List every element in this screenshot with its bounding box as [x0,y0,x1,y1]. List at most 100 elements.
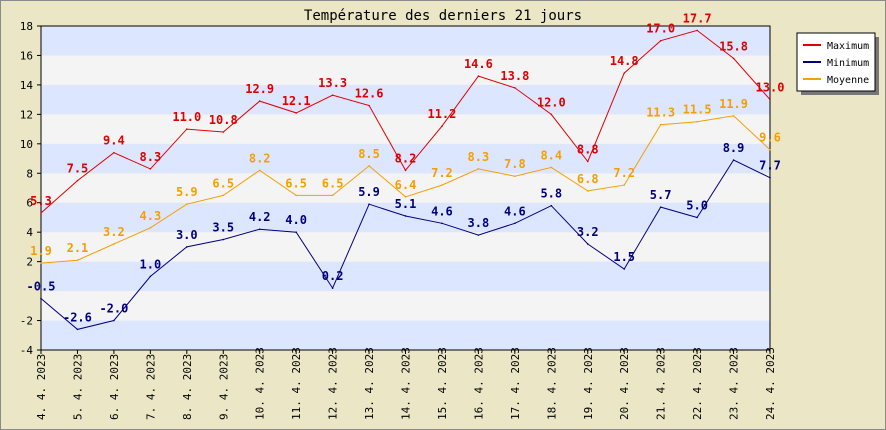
grid-band [41,320,770,350]
data-label: 11.0 [172,110,201,124]
data-label: 1.0 [140,257,162,271]
data-label: 7.8 [504,157,526,171]
data-label: 3.8 [468,216,490,230]
data-label: 3.5 [212,221,234,235]
data-point [732,57,735,60]
data-label: -2.6 [63,310,92,324]
data-label: 12.9 [245,82,274,96]
grid-band [41,114,770,144]
data-point [258,100,261,102]
data-label: 8.2 [249,151,271,165]
y-tick-label: 18 [20,20,33,33]
data-label: 17.7 [683,11,712,25]
data-label: 6.5 [285,176,307,190]
data-point [623,72,625,74]
data-point [404,196,407,198]
data-point [769,176,771,179]
data-point [586,190,589,192]
data-label: 11.5 [683,103,712,117]
data-point [514,87,516,89]
data-label: 6.8 [577,172,599,186]
x-tick-label: 23. 4. 2023 [728,347,741,420]
x-tick-label: 19. 4. 2023 [582,347,595,420]
data-label: 7.2 [431,166,453,180]
data-label: 7.7 [759,159,781,173]
data-point [696,120,698,123]
x-tick-label: 10. 4. 2023 [254,347,267,420]
data-label: 1.9 [30,244,52,258]
x-tick-label: 22. 4. 2023 [691,347,704,420]
data-point [186,203,188,205]
grid-band [41,55,770,85]
data-label: 5.7 [650,188,672,202]
data-point [113,151,115,154]
legend-label-maximum: Maximum [827,41,869,52]
data-point [623,184,625,186]
data-point [659,123,662,126]
data-label: 7.2 [613,166,635,180]
data-label: 12.0 [537,95,566,109]
x-tick-label: 17. 4. 2023 [509,347,522,420]
data-label: -2.0 [99,302,128,316]
x-tick-label: 16. 4. 2023 [472,347,485,420]
x-axis-ticks: 4. 4. 2023 5. 4. 2023 6. 4. 2023 7. 4. 2023… [35,347,777,420]
data-label: 3.2 [103,225,125,239]
grid-band [41,232,770,262]
data-label: 5.9 [176,185,198,199]
data-point [186,246,188,248]
data-point [441,125,443,127]
data-label: 4.0 [285,213,307,227]
data-label: 7.5 [67,162,89,176]
data-point [295,231,297,233]
data-label: 12.6 [355,87,384,101]
data-point [149,168,152,170]
data-label: 13.0 [756,81,785,95]
chart-title: Température des derniers 21 jours [304,8,582,24]
data-point [550,166,553,169]
legend-label-moyenne: Moyenne [827,75,869,86]
data-point [659,39,662,42]
data-point [258,228,261,231]
data-point [258,169,261,172]
x-tick-label: 24. 4. 2023 [764,347,777,420]
data-label: 6.4 [395,178,417,192]
y-axis-ticks: -4 -2 2 4 6 8 10 12 14 16 18 [20,20,41,357]
data-label: 3.2 [577,225,599,239]
data-point [295,194,297,197]
data-label: 8.5 [358,147,380,161]
data-point [76,259,79,261]
y-tick-label: 12 [20,108,33,121]
data-label: 8.2 [395,151,417,165]
data-label: 17.0 [646,22,675,36]
data-point [477,75,480,77]
x-tick-label: 21. 4. 2023 [655,347,668,420]
data-point [696,29,698,32]
data-point [40,262,42,264]
data-point [404,215,407,217]
data-point [659,206,662,208]
x-tick-label: 8. 4. 2023 [181,354,194,420]
data-label: 8.3 [140,150,162,164]
data-point [113,243,115,245]
x-tick-label: 18. 4. 2023 [545,347,558,420]
x-tick-label: 13. 4. 2023 [363,347,376,420]
data-label: 9.6 [759,131,781,145]
data-label: 11.2 [427,107,456,121]
data-label: -0.5 [27,279,56,293]
data-point [586,160,589,163]
data-label: 13.8 [500,69,529,83]
data-point [368,104,370,107]
data-point [222,238,225,241]
data-label: 5.9 [358,185,380,199]
data-point [295,112,297,114]
x-tick-label: 7. 4. 2023 [144,354,157,420]
data-point [623,268,625,270]
data-point [40,212,42,214]
data-point [477,168,480,170]
data-labels: 5.3 7.5 9.4 8.3 11.0 10.8 12.9 12.1 13.3 12.6 8.2 1… [27,11,785,324]
data-point [76,179,79,182]
y-tick-label: 2 [26,256,33,269]
y-tick-label: -4 [20,344,34,357]
grid-band [41,291,770,321]
